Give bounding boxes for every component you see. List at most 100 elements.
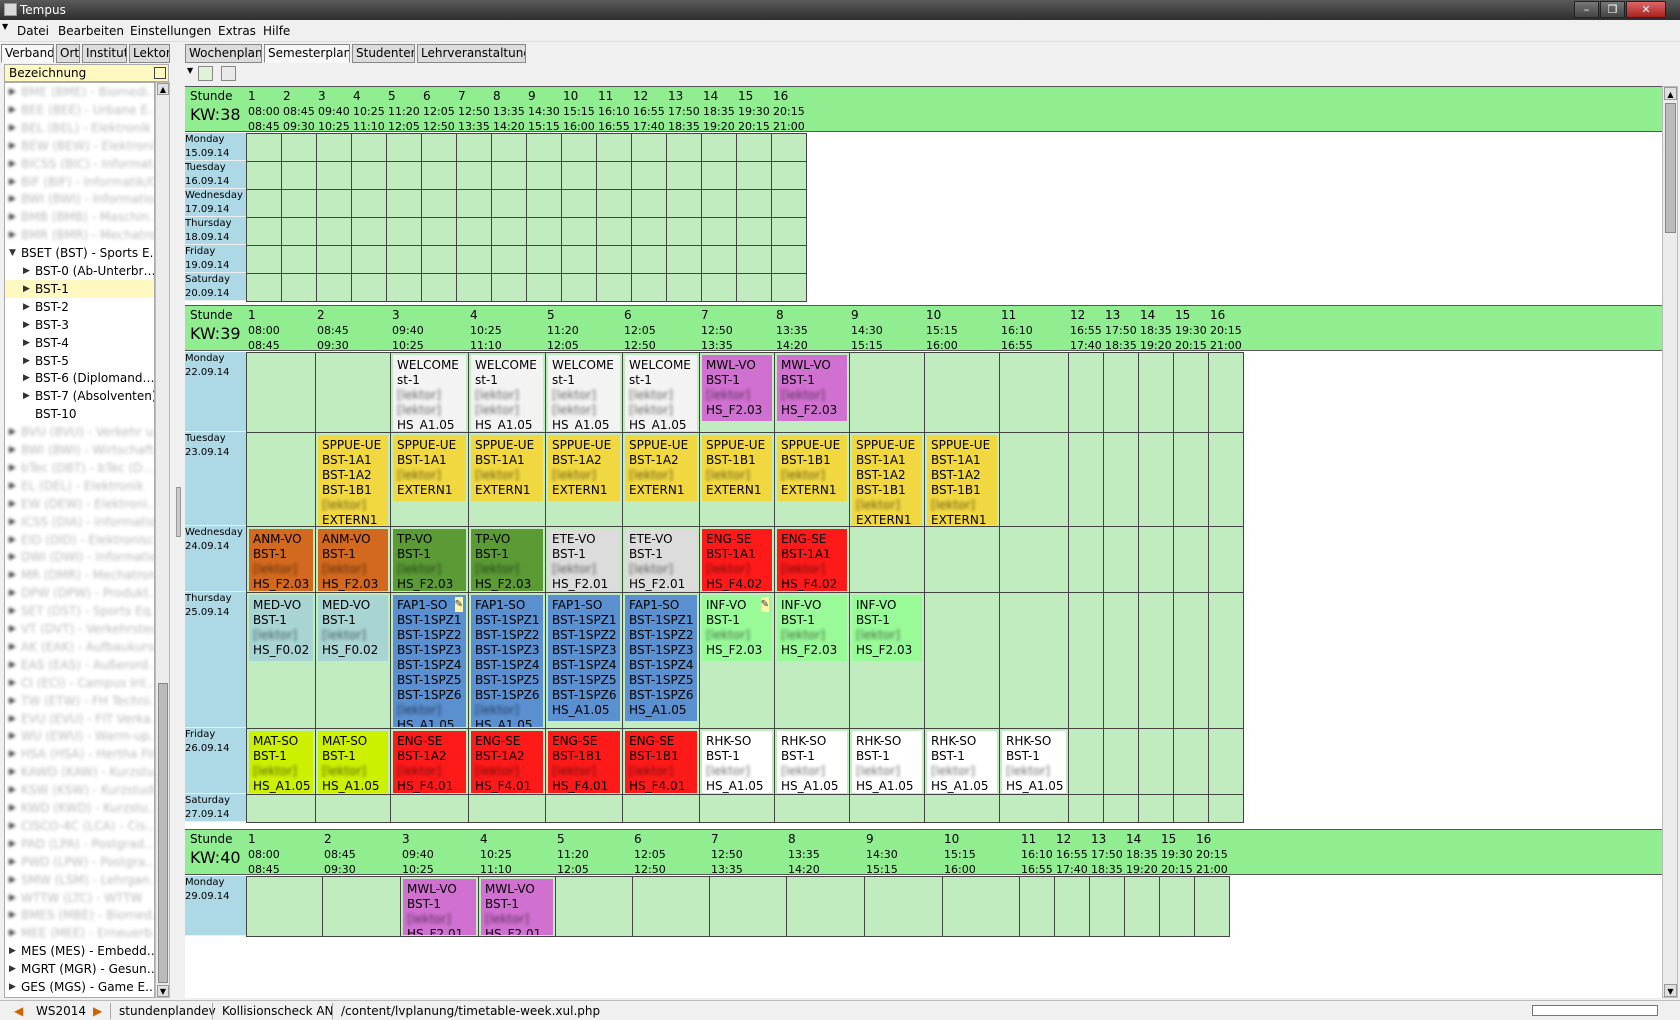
timetable-cell[interactable] xyxy=(386,133,422,162)
tree-column-header[interactable]: Bezeichnung xyxy=(4,64,169,82)
timetable-cell[interactable] xyxy=(246,245,282,274)
timetable-cell[interactable] xyxy=(622,794,700,823)
lesson-block[interactable]: RHK-SO BST-1 [lektor] HS_A1.05 xyxy=(702,731,772,793)
timetable-cell[interactable] xyxy=(246,432,316,527)
timetable-cell[interactable] xyxy=(631,273,667,302)
timetable-cell[interactable] xyxy=(1068,526,1104,593)
tree-expander-icon[interactable]: ▶ xyxy=(9,498,16,509)
lesson-block[interactable]: ENG-SE BST-1A2 [lektor] HS_F4.01 xyxy=(471,731,543,793)
timetable-cell[interactable] xyxy=(1138,794,1174,823)
timetable-cell[interactable] xyxy=(386,245,422,274)
timetable-cell[interactable] xyxy=(561,217,597,246)
tree-item[interactable]: ▶ ICSS (DIA) - Informatio… xyxy=(5,513,154,531)
timetable-cell[interactable] xyxy=(701,245,737,274)
tree-expander-icon[interactable]: ▼ xyxy=(9,248,16,259)
timetable-cell[interactable] xyxy=(771,133,807,162)
timetable-cell[interactable] xyxy=(1103,352,1139,433)
scroll-up-icon[interactable]: ▲ xyxy=(1664,87,1677,100)
minimize-button[interactable]: – xyxy=(1574,1,1599,18)
close-button[interactable]: ✕ xyxy=(1626,1,1666,18)
tree-item[interactable]: ▶ BEW (BEW) - Elektroni… xyxy=(5,137,154,155)
timetable-cell[interactable] xyxy=(456,217,492,246)
lesson-block[interactable]: RHK-SO BST-1 [lektor] HS_A1.05 xyxy=(927,731,997,793)
tree-expander-icon[interactable]: ▶ xyxy=(9,928,16,939)
timetable-cell[interactable] xyxy=(246,133,282,162)
timetable-cell[interactable] xyxy=(666,273,702,302)
timetable-cell[interactable] xyxy=(1208,526,1244,593)
timetable-cell[interactable] xyxy=(1089,876,1125,937)
timetable-cell[interactable] xyxy=(1208,728,1244,795)
timetable-cell[interactable] xyxy=(1173,592,1209,729)
timetable-cell[interactable] xyxy=(1208,432,1244,527)
timetable-cell[interactable] xyxy=(246,161,282,190)
tree-item[interactable]: ▶ BST-2 xyxy=(5,298,154,316)
timetable-cell[interactable] xyxy=(316,133,352,162)
tree-expander-icon[interactable]: ▶ xyxy=(9,176,16,187)
timetable-cell[interactable] xyxy=(351,245,387,274)
timetable-cell[interactable] xyxy=(999,526,1069,593)
timetable-cell[interactable] xyxy=(246,352,316,433)
timetable-cell[interactable] xyxy=(924,794,1000,823)
tree-expander-icon[interactable]: ▶ xyxy=(9,516,16,527)
lesson-block[interactable]: MWL-VO BST-1 [lektor] HS_F2.01 xyxy=(403,879,476,935)
timetable-cell[interactable] xyxy=(736,133,772,162)
tree-item[interactable]: ▶ EAS (EAS) - Außerord… xyxy=(5,656,154,674)
timetable-cell[interactable] xyxy=(631,189,667,218)
timetable-cell[interactable] xyxy=(736,217,772,246)
tree-item[interactable]: ▶ KAWD (KAW) - Kurzstu… xyxy=(5,763,154,781)
tree-expander-icon[interactable]: ▶ xyxy=(23,391,30,402)
tree-item[interactable]: ▶ PAD (LPA) - Postgrad… xyxy=(5,835,154,853)
lesson-block[interactable]: WELCOME st-1 [lektor] [lektor] HS_A1.05 xyxy=(548,355,620,431)
timetable-cell[interactable] xyxy=(526,189,562,218)
timetable-cell[interactable] xyxy=(561,273,597,302)
tree-expander-icon[interactable]: ▶ xyxy=(9,158,16,169)
timetable-cell[interactable] xyxy=(1208,352,1244,433)
timetable-cell[interactable] xyxy=(386,161,422,190)
timetable-cell[interactable] xyxy=(736,245,772,274)
tree-item[interactable]: ▶ BIF (BIF) - Informatik/C… xyxy=(5,173,154,191)
tab-lektor[interactable]: Lektor xyxy=(129,44,170,63)
tree-expander-icon[interactable]: ▶ xyxy=(9,910,16,921)
timetable-cell[interactable] xyxy=(526,161,562,190)
tree-expander-icon[interactable]: ▶ xyxy=(23,283,30,294)
tree-expander-icon[interactable]: ▶ xyxy=(9,552,16,563)
tree-item[interactable]: ▶ BST-6 (Diplomand… xyxy=(5,369,154,387)
tree-expander-icon[interactable]: ▶ xyxy=(9,838,16,849)
tree-item[interactable]: ▼ BSET (BST) - Sports E… xyxy=(5,244,154,262)
timetable-cell[interactable] xyxy=(999,592,1069,729)
timetable-cell[interactable] xyxy=(315,794,391,823)
tree-item[interactable]: ▶ BEE (BEE) - Urbane E… xyxy=(5,101,154,119)
timetable-cell[interactable] xyxy=(596,245,632,274)
timetable-cell[interactable] xyxy=(632,876,710,937)
lesson-block[interactable]: ENG-SE BST-1A2 [lektor] HS_F4.01 xyxy=(393,731,466,793)
tree-item[interactable]: ▶ BST-4 xyxy=(5,334,154,352)
timetable-cell[interactable] xyxy=(386,189,422,218)
tree-expander-icon[interactable]: ▶ xyxy=(23,373,30,384)
tree-expander-icon[interactable]: ▶ xyxy=(9,194,16,205)
tree-expander-icon[interactable]: ▶ xyxy=(9,606,16,617)
timetable-cell[interactable] xyxy=(1208,592,1244,729)
timetable-cell[interactable] xyxy=(849,526,925,593)
timetable-cell[interactable] xyxy=(736,189,772,218)
lesson-block[interactable]: TP-VO BST-1 [lektor] HS_F2.03 xyxy=(393,529,466,591)
tree-expander-icon[interactable]: ▶ xyxy=(9,212,16,223)
tree-expander-icon[interactable]: ▶ xyxy=(9,820,16,831)
tree-expander-icon[interactable]: ▶ xyxy=(9,731,16,742)
lesson-block[interactable]: SPPUE-UE BST-1A1 [lektor] EXTERN1 xyxy=(393,435,466,501)
timetable-cell[interactable] xyxy=(491,161,527,190)
tab-wochenplan[interactable]: Wochenplan xyxy=(185,44,262,63)
timetable-cell[interactable] xyxy=(699,794,775,823)
menu-datei[interactable]: Datei xyxy=(17,24,50,38)
timetable-cell[interactable] xyxy=(666,189,702,218)
tree-expander-icon[interactable]: ▶ xyxy=(9,641,16,652)
note-icon[interactable]: ✎ xyxy=(760,597,769,612)
tree-item[interactable]: ▶ KWD (KWD) - Kurzstu… xyxy=(5,799,154,817)
tab-institut[interactable]: Institut xyxy=(82,44,127,63)
timetable-cell[interactable] xyxy=(849,794,925,823)
timetable-cell[interactable] xyxy=(526,273,562,302)
note-icon[interactable]: ✎ xyxy=(454,597,463,612)
timetable-cell[interactable] xyxy=(924,592,1000,729)
tree-item[interactable]: ▶ DWI (DWI) - Informatio… xyxy=(5,548,154,566)
scroll-thumb[interactable] xyxy=(1665,103,1676,233)
lesson-block[interactable]: INF-VO BST-1 [lektor] HS_F2.03 ✎ xyxy=(702,595,772,661)
